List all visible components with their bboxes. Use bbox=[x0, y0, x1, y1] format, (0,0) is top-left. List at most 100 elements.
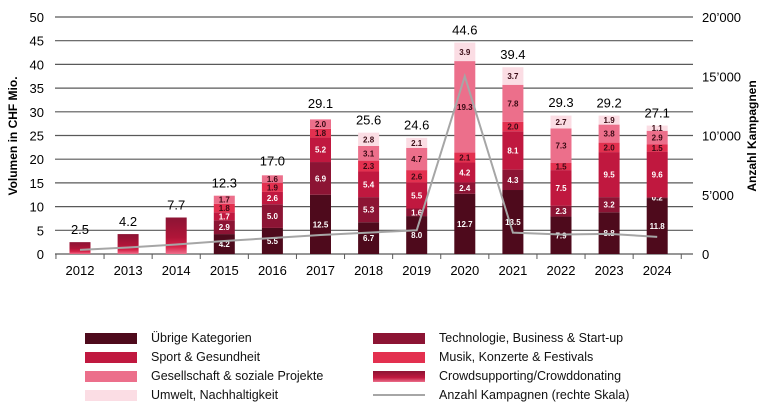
bar-segment bbox=[502, 131, 524, 170]
y-tick-label: 25 bbox=[30, 129, 44, 144]
data-label: 2.9 bbox=[652, 134, 664, 143]
legend-item: Umwelt, Nachhaltigkeit bbox=[85, 388, 278, 402]
bar-segment bbox=[213, 203, 235, 213]
bar-segment bbox=[454, 162, 476, 183]
data-label: 7.5 bbox=[555, 184, 567, 193]
bar-segment bbox=[550, 115, 572, 129]
legend-swatch bbox=[373, 332, 425, 344]
data-label: 8.0 bbox=[411, 231, 423, 240]
total-label: 4.2 bbox=[119, 214, 137, 229]
data-label: 6.9 bbox=[315, 174, 327, 183]
y2-axis-label: Anzahl Kampagnen bbox=[745, 80, 759, 191]
data-label: 2.8 bbox=[363, 135, 375, 144]
legend-label: Gesellschaft & soziale Projekte bbox=[151, 369, 324, 383]
data-label: 9.5 bbox=[604, 171, 616, 180]
legend-label: Anzahl Kampagnen (rechte Skala) bbox=[439, 388, 630, 402]
x-tick-label: 2018 bbox=[354, 263, 383, 278]
bar-segment bbox=[406, 216, 428, 254]
bar-segment bbox=[646, 197, 668, 199]
bar-segment bbox=[502, 121, 524, 132]
bar-segment bbox=[213, 234, 235, 254]
y2-tick-label: 0 bbox=[702, 247, 709, 262]
x-tick-label: 2023 bbox=[595, 263, 624, 278]
data-label: 0.2 bbox=[652, 194, 664, 203]
bar-segment bbox=[69, 242, 91, 254]
y2-tick-label: 10’000 bbox=[702, 129, 741, 144]
bar-segment bbox=[598, 115, 620, 125]
legend-swatch bbox=[85, 370, 137, 382]
data-label: 2.6 bbox=[267, 194, 279, 203]
y-tick-label: 15 bbox=[30, 176, 44, 191]
bar-segment bbox=[454, 152, 476, 163]
data-label: 13.5 bbox=[505, 218, 521, 227]
data-label: 1.1 bbox=[652, 124, 664, 133]
bar-segment bbox=[598, 124, 620, 143]
legend-item-line: Anzahl Kampagnen (rechte Skala) bbox=[373, 388, 629, 402]
x-tick-label: 2024 bbox=[643, 263, 672, 278]
y-tick-label: 30 bbox=[30, 105, 44, 120]
x-tick-label: 2012 bbox=[66, 263, 95, 278]
x-tick-label: 2019 bbox=[402, 263, 431, 278]
total-label: 39.4 bbox=[500, 47, 525, 62]
bar-segment bbox=[406, 170, 428, 183]
data-label: 8.1 bbox=[507, 146, 519, 155]
bar-segment bbox=[358, 145, 380, 161]
legend-label: Umwelt, Nachhaltigkeit bbox=[151, 388, 279, 402]
x-tick-label: 2021 bbox=[498, 263, 527, 278]
total-label: 29.3 bbox=[548, 95, 573, 110]
bar-segment bbox=[550, 170, 572, 206]
legend-label: Crowdsupporting/Crowddonating bbox=[439, 369, 622, 383]
legend: Übrige Kategorien Technologie, Business &… bbox=[0, 325, 763, 405]
y-tick-label: 5 bbox=[37, 223, 44, 238]
bar-segment bbox=[598, 142, 620, 153]
data-label: 9.6 bbox=[652, 170, 664, 179]
total-label: 44.6 bbox=[452, 23, 477, 38]
bar-segment bbox=[598, 197, 620, 213]
data-label: 2.0 bbox=[604, 143, 616, 152]
legend-label: Sport & Gesundheit bbox=[151, 350, 261, 364]
bar-segment bbox=[646, 151, 668, 198]
data-label: 1.6 bbox=[411, 208, 423, 217]
bar-segment bbox=[261, 227, 283, 254]
data-label: 7.3 bbox=[555, 142, 567, 151]
bar-segment bbox=[358, 171, 380, 198]
data-label: 5.5 bbox=[411, 191, 423, 200]
bar-segment bbox=[646, 130, 668, 145]
data-label: 5.5 bbox=[267, 237, 279, 246]
data-label: 1.7 bbox=[219, 196, 231, 205]
y-tick-label: 10 bbox=[30, 200, 44, 215]
bar-segment bbox=[358, 132, 380, 146]
data-label: 5.0 bbox=[267, 212, 279, 221]
legend-item: Sport & Gesundheit bbox=[85, 350, 260, 364]
x-tick-label: 2013 bbox=[114, 263, 143, 278]
y-tick-label: 35 bbox=[30, 81, 44, 96]
total-label: 17.0 bbox=[260, 153, 285, 168]
x-tick-label: 2014 bbox=[162, 263, 191, 278]
bar-segment bbox=[358, 160, 380, 172]
data-label: 2.4 bbox=[459, 184, 471, 193]
bar-segment bbox=[406, 208, 428, 217]
data-label: 4.3 bbox=[507, 176, 519, 185]
bar-segment bbox=[646, 198, 668, 254]
y-tick-label: 20 bbox=[30, 152, 44, 167]
bar-segment bbox=[358, 222, 380, 254]
data-label: 11.8 bbox=[650, 222, 666, 231]
legend-label: Übrige Kategorien bbox=[151, 331, 252, 345]
data-label: 5.2 bbox=[315, 146, 327, 155]
total-label: 24.6 bbox=[404, 117, 429, 132]
data-label: 2.1 bbox=[411, 139, 423, 148]
data-label: 2.7 bbox=[555, 118, 567, 127]
legend-swatch bbox=[85, 351, 137, 363]
data-label: 12.5 bbox=[313, 220, 329, 229]
bar-segment bbox=[261, 175, 283, 183]
y2-tick-label: 15’000 bbox=[702, 69, 741, 84]
legend-label: Technologie, Business & Start-up bbox=[439, 331, 624, 345]
data-label: 5.3 bbox=[363, 206, 375, 215]
bar-segment bbox=[165, 217, 187, 254]
bar-segment bbox=[598, 152, 620, 198]
data-label: 2.0 bbox=[315, 120, 327, 129]
bar-segment bbox=[454, 182, 476, 194]
y-tick-label: 45 bbox=[30, 34, 44, 49]
legend-swatch bbox=[85, 389, 137, 401]
total-label: 25.6 bbox=[356, 113, 381, 128]
